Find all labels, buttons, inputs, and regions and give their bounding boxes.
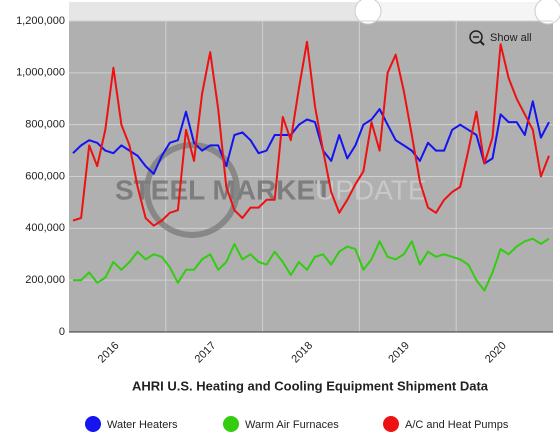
scroll-handle[interactable] xyxy=(354,0,382,25)
watermark: STEEL MARKET UPDATE xyxy=(115,142,427,238)
watermark-logo xyxy=(144,142,240,238)
legend-marker xyxy=(383,416,399,432)
x-tick-label: 2016 xyxy=(96,340,122,366)
y-tick-label: 1,200,000 xyxy=(16,15,65,27)
zoom-icon[interactable] xyxy=(469,30,483,44)
y-tick-label: 800,000 xyxy=(25,119,65,131)
scroll-handle[interactable] xyxy=(534,0,560,25)
x-tick-label: 2018 xyxy=(289,340,315,366)
y-tick-label: 400,000 xyxy=(25,222,65,234)
y-tick-label: 0 xyxy=(59,326,65,338)
x-tick-label: 2020 xyxy=(483,340,509,366)
legend-marker xyxy=(85,416,101,432)
button-label[interactable]: Show all xyxy=(490,32,532,44)
x-tick-label: 2017 xyxy=(193,340,219,366)
zoom-icon[interactable] xyxy=(479,40,485,46)
chart-title: AHRI U.S. Heating and Cooling Equipment … xyxy=(132,378,489,393)
series-line xyxy=(72,100,550,175)
legend-label: A/C and Heat Pumps xyxy=(405,419,509,431)
y-tick-label: 1,000,000 xyxy=(16,67,65,79)
legend-marker xyxy=(223,416,239,432)
legend-label: Warm Air Furnaces xyxy=(245,419,339,431)
scrollbar-thumb[interactable] xyxy=(368,2,548,21)
y-tick-label: 600,000 xyxy=(25,170,65,182)
show-all-button[interactable]: Show all xyxy=(469,30,532,46)
watermark-text: STEEL MARKET xyxy=(115,174,332,205)
legend-label: Water Heaters xyxy=(107,419,178,431)
y-tick-label: 200,000 xyxy=(25,274,65,286)
series-line xyxy=(72,40,550,227)
x-tick-label: 2019 xyxy=(386,340,412,366)
series-line xyxy=(73,237,550,292)
